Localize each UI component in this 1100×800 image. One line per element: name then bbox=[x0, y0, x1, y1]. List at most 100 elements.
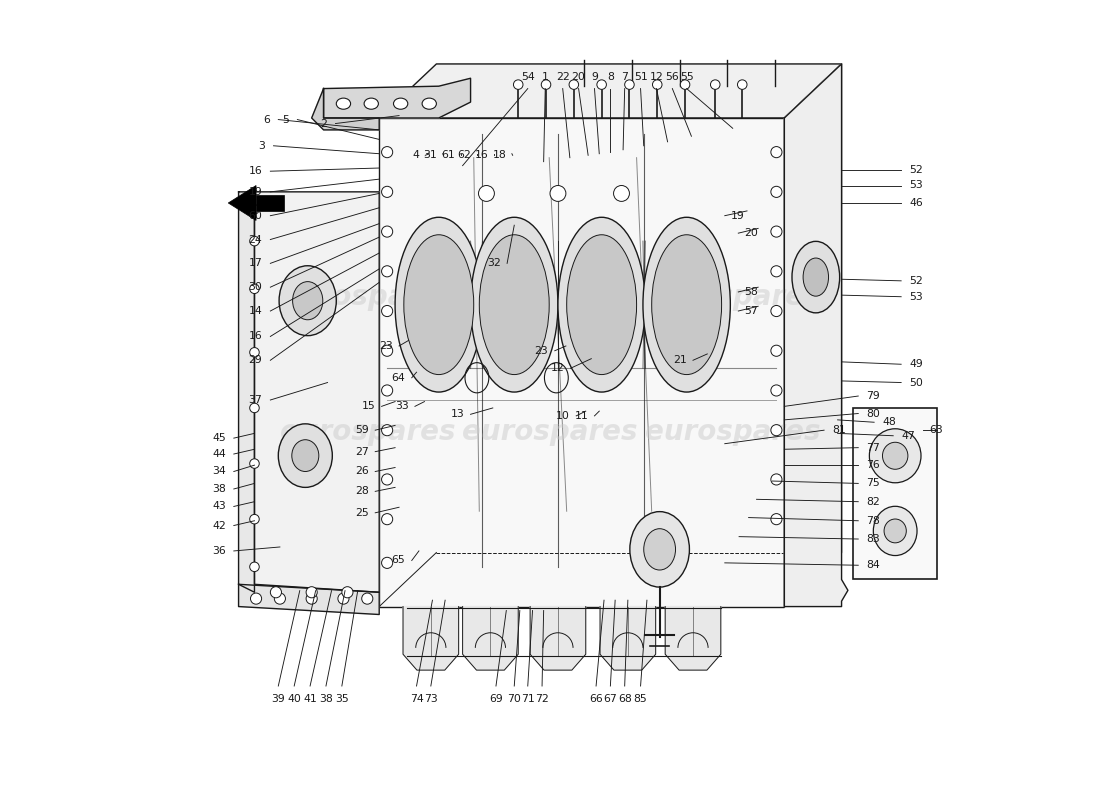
Circle shape bbox=[382, 425, 393, 436]
Text: 41: 41 bbox=[304, 694, 317, 704]
Circle shape bbox=[771, 514, 782, 525]
Circle shape bbox=[771, 306, 782, 317]
Text: 48: 48 bbox=[882, 418, 895, 427]
Circle shape bbox=[250, 284, 260, 294]
Text: 44: 44 bbox=[212, 449, 226, 459]
Text: eurospares: eurospares bbox=[462, 418, 638, 446]
Text: 23: 23 bbox=[535, 346, 549, 356]
Circle shape bbox=[382, 146, 393, 158]
Text: eurospares: eurospares bbox=[279, 418, 455, 446]
Polygon shape bbox=[784, 64, 842, 606]
Text: 64: 64 bbox=[392, 373, 406, 382]
Text: 3: 3 bbox=[258, 141, 265, 150]
Circle shape bbox=[251, 593, 262, 604]
Circle shape bbox=[737, 80, 747, 90]
Polygon shape bbox=[254, 192, 380, 592]
Text: 67: 67 bbox=[604, 694, 617, 704]
Text: 84: 84 bbox=[866, 560, 880, 570]
Text: 35: 35 bbox=[336, 694, 349, 704]
Text: 46: 46 bbox=[909, 198, 923, 208]
Polygon shape bbox=[379, 118, 784, 606]
Text: 33: 33 bbox=[395, 402, 408, 411]
Text: 18: 18 bbox=[493, 150, 506, 160]
Ellipse shape bbox=[630, 512, 690, 587]
Polygon shape bbox=[854, 408, 937, 578]
Circle shape bbox=[250, 205, 260, 214]
Circle shape bbox=[597, 80, 606, 90]
Text: 82: 82 bbox=[866, 497, 880, 506]
Ellipse shape bbox=[566, 234, 637, 374]
Text: eurospares: eurospares bbox=[279, 282, 455, 310]
Text: 56: 56 bbox=[666, 72, 679, 82]
Text: 42: 42 bbox=[212, 521, 226, 530]
Text: 5: 5 bbox=[283, 114, 289, 125]
Text: 4: 4 bbox=[412, 150, 419, 160]
Circle shape bbox=[362, 593, 373, 604]
Ellipse shape bbox=[422, 98, 437, 110]
Text: 17: 17 bbox=[249, 258, 263, 268]
Circle shape bbox=[652, 80, 662, 90]
Text: 62: 62 bbox=[456, 150, 471, 160]
Circle shape bbox=[771, 146, 782, 158]
Ellipse shape bbox=[869, 429, 921, 482]
Text: 25: 25 bbox=[355, 508, 368, 518]
Ellipse shape bbox=[292, 440, 319, 471]
Ellipse shape bbox=[644, 529, 675, 570]
Text: 10: 10 bbox=[556, 411, 570, 421]
Circle shape bbox=[382, 474, 393, 485]
Text: 16: 16 bbox=[249, 331, 263, 342]
Circle shape bbox=[478, 186, 494, 202]
Text: 49: 49 bbox=[909, 359, 923, 370]
Polygon shape bbox=[784, 64, 848, 606]
Text: 11: 11 bbox=[574, 411, 589, 421]
Text: 20: 20 bbox=[572, 72, 585, 82]
Ellipse shape bbox=[364, 98, 378, 110]
Circle shape bbox=[382, 514, 393, 525]
Text: 55: 55 bbox=[680, 72, 693, 82]
Text: 43: 43 bbox=[212, 502, 226, 511]
Circle shape bbox=[250, 403, 260, 413]
Text: 78: 78 bbox=[866, 516, 880, 526]
Ellipse shape bbox=[394, 98, 408, 110]
Circle shape bbox=[680, 80, 690, 90]
Text: 29: 29 bbox=[249, 355, 263, 366]
Circle shape bbox=[771, 385, 782, 396]
Circle shape bbox=[541, 80, 551, 90]
Text: 12: 12 bbox=[551, 363, 564, 374]
Circle shape bbox=[569, 80, 579, 90]
Text: 12: 12 bbox=[650, 72, 663, 82]
Text: 58: 58 bbox=[745, 287, 758, 297]
Text: 36: 36 bbox=[212, 546, 226, 556]
Text: eurospares: eurospares bbox=[462, 282, 638, 310]
Text: 45: 45 bbox=[212, 433, 226, 443]
Circle shape bbox=[250, 514, 260, 524]
Text: 16: 16 bbox=[474, 150, 488, 160]
Polygon shape bbox=[403, 606, 459, 670]
Polygon shape bbox=[601, 606, 656, 670]
Text: 59: 59 bbox=[355, 425, 368, 435]
Circle shape bbox=[382, 266, 393, 277]
Text: 51: 51 bbox=[634, 72, 648, 82]
Circle shape bbox=[250, 458, 260, 468]
Ellipse shape bbox=[792, 242, 839, 313]
Ellipse shape bbox=[480, 234, 549, 374]
Text: 74: 74 bbox=[409, 694, 424, 704]
Text: 34: 34 bbox=[212, 466, 226, 477]
Circle shape bbox=[614, 186, 629, 202]
Circle shape bbox=[382, 558, 393, 569]
Ellipse shape bbox=[651, 234, 722, 374]
Ellipse shape bbox=[395, 218, 483, 392]
Polygon shape bbox=[239, 584, 380, 614]
Text: 19: 19 bbox=[732, 210, 745, 221]
Circle shape bbox=[306, 586, 317, 598]
Text: 22: 22 bbox=[556, 72, 570, 82]
Text: eurospares: eurospares bbox=[645, 282, 821, 310]
Circle shape bbox=[514, 80, 522, 90]
Circle shape bbox=[382, 226, 393, 237]
Text: 13: 13 bbox=[451, 410, 464, 419]
Circle shape bbox=[771, 226, 782, 237]
Text: 79: 79 bbox=[866, 391, 880, 401]
Circle shape bbox=[771, 345, 782, 356]
Text: 26: 26 bbox=[355, 466, 368, 477]
Text: 80: 80 bbox=[866, 409, 880, 418]
